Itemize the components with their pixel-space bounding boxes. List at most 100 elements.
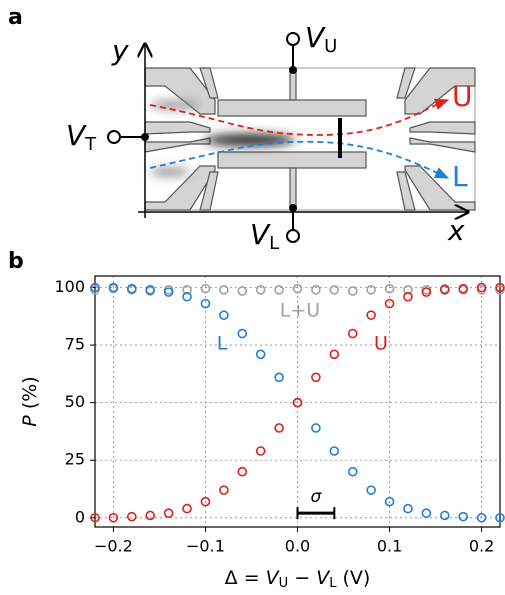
data-point	[237, 286, 248, 296]
symbol: V	[66, 119, 87, 152]
data-point	[182, 285, 192, 295]
x-axis-label: Δ = VU − VL (V)	[225, 567, 371, 591]
x-axis-label-part: U	[279, 576, 289, 591]
x-axis-label-part: V	[316, 567, 331, 589]
x-axis-label-part: (V)	[336, 567, 370, 589]
data-point	[108, 512, 119, 523]
data-point	[403, 285, 413, 295]
data-point	[311, 285, 321, 295]
data-point	[329, 446, 340, 456]
data-point	[274, 285, 284, 295]
data-point	[219, 285, 229, 295]
series-label: L+U	[280, 300, 320, 322]
data-point	[347, 286, 358, 296]
output-label: U	[452, 80, 473, 113]
data-point	[200, 298, 211, 309]
data-point	[145, 510, 156, 521]
terminal-label: VL	[250, 218, 279, 254]
panel-b: 0 25 50 75 100 −0.2 −0.1 0.0 0.1 0.2 L+U L Uσ Δ = VU …	[19, 275, 505, 591]
data-point	[274, 372, 284, 383]
data-point	[384, 283, 395, 294]
beam	[205, 134, 295, 146]
x-tick-label: 0.1	[377, 537, 402, 556]
data-point	[255, 285, 266, 295]
data-point	[366, 285, 376, 295]
sigma-label: σ	[311, 487, 323, 507]
data-point	[145, 285, 156, 295]
symbol: V	[250, 218, 271, 251]
plot-frame	[94, 275, 501, 528]
path-lower	[149, 140, 450, 179]
panel-a: a y x VU VL VT	[8, 5, 476, 254]
series-label: U	[374, 333, 388, 355]
data-point	[495, 282, 505, 293]
data-point	[127, 283, 137, 294]
data-point	[495, 512, 505, 523]
y-axis-label: P (%)	[19, 376, 41, 426]
terminal-label: VU	[305, 21, 337, 57]
data-point	[439, 285, 450, 295]
data-point	[366, 310, 376, 320]
y-tick-label: 75	[65, 335, 85, 354]
data-point	[476, 282, 487, 293]
data-point	[237, 328, 248, 339]
data-point	[347, 466, 358, 477]
beam	[150, 168, 190, 176]
x-axis-label-part: Δ =	[225, 567, 266, 589]
data-point	[219, 485, 229, 495]
data-point	[255, 349, 266, 360]
data-point	[127, 511, 137, 522]
panel-label: b	[8, 249, 24, 274]
y-tick-label: 50	[65, 392, 85, 411]
data-point	[292, 283, 303, 294]
data-point	[329, 349, 340, 360]
data-point	[421, 508, 432, 518]
data-point	[421, 287, 432, 297]
data-point	[200, 283, 211, 294]
data-point	[476, 512, 487, 523]
y-tick-label: 100	[54, 277, 85, 296]
data-point	[108, 282, 119, 293]
data-point	[458, 283, 468, 294]
subscript: U	[324, 36, 337, 57]
data-point	[384, 496, 395, 507]
output-label: L	[452, 160, 468, 193]
panel-label: a	[8, 5, 23, 30]
data-point	[311, 372, 321, 383]
subscript: L	[269, 233, 279, 254]
terminals	[107, 32, 300, 243]
data-point	[90, 512, 100, 523]
y-tick-label: 0	[75, 507, 85, 526]
data-point	[366, 485, 376, 495]
data-point	[182, 503, 192, 514]
x-tick-label: −0.2	[94, 537, 133, 556]
axis-label: x	[447, 214, 465, 247]
data-point	[403, 503, 413, 514]
data-point	[403, 291, 413, 302]
data-point	[384, 298, 395, 309]
subscript: T	[84, 134, 97, 155]
series-label: L	[217, 333, 228, 355]
y-tick-label: 25	[65, 450, 85, 469]
data-point	[439, 510, 450, 521]
terminal-label: VT	[66, 119, 97, 155]
x-tick-label: −0.1	[186, 537, 225, 556]
data-point	[200, 496, 211, 507]
x-tick-label: 0.2	[469, 537, 494, 556]
data-point	[458, 511, 468, 522]
y-axis-label-part: P	[19, 415, 41, 427]
data-point	[163, 508, 174, 518]
x-axis-label-part: −	[288, 567, 316, 589]
y-axis-label-part: (%)	[19, 376, 41, 415]
data-point	[219, 310, 229, 320]
data-point	[255, 446, 266, 456]
symbol: V	[305, 21, 326, 54]
path-upper	[149, 98, 450, 136]
data-point	[163, 287, 174, 297]
data-point	[274, 423, 284, 433]
data-point	[329, 285, 340, 295]
x-axis-label-part: V	[266, 567, 281, 589]
data-point	[237, 466, 248, 477]
data-point	[347, 328, 358, 339]
